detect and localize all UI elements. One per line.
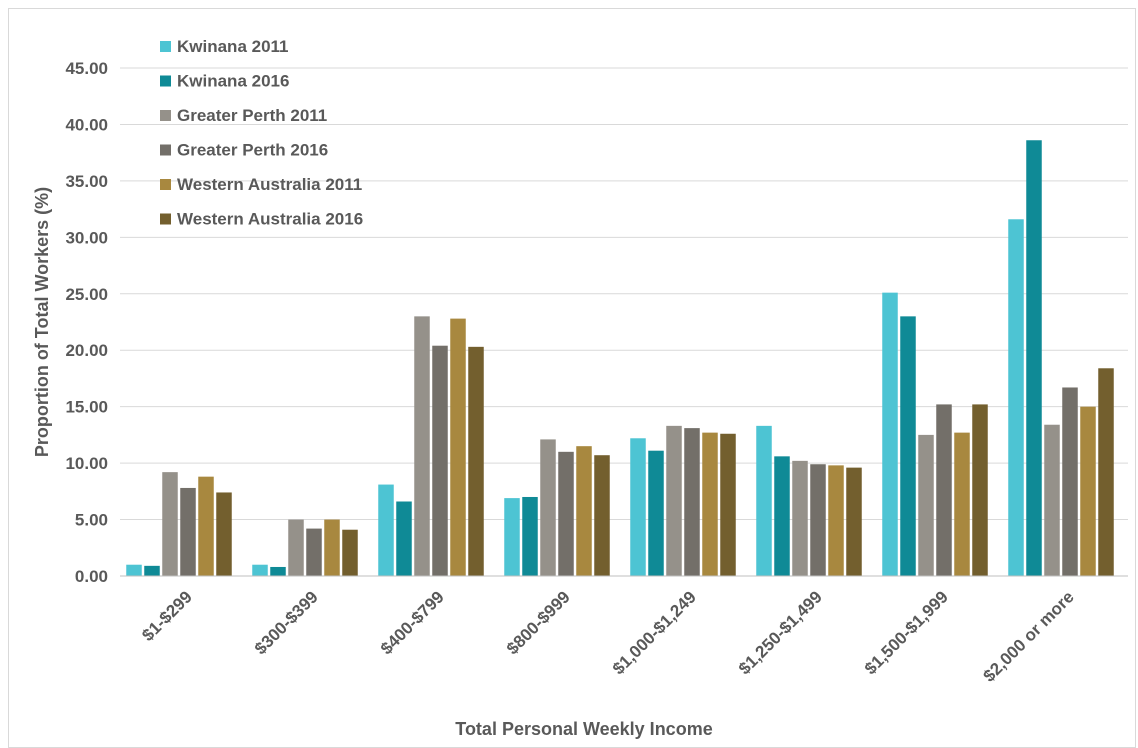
legend-label: Western Australia 2016 bbox=[177, 210, 363, 229]
bar-kwinana-2016-2 bbox=[396, 501, 412, 576]
bar-greater-perth-2016-4 bbox=[684, 428, 700, 576]
bar-greater-perth-2016-0 bbox=[180, 487, 196, 576]
y-tick-label: 10.00 bbox=[65, 454, 108, 473]
x-tick-label: $800-$999 bbox=[503, 587, 574, 658]
bar-greater-perth-2016-2 bbox=[432, 345, 448, 576]
x-axis-title: Total Personal Weekly Income bbox=[455, 719, 712, 739]
bar-kwinana-2016-6 bbox=[900, 316, 916, 576]
x-tick-label: $1,500-$1,999 bbox=[861, 587, 952, 678]
y-tick-label: 30.00 bbox=[65, 228, 108, 247]
bar-greater-perth-2016-3 bbox=[558, 451, 574, 576]
y-tick-label: 20.00 bbox=[65, 341, 108, 360]
bar-kwinana-2011-5 bbox=[756, 425, 772, 576]
bar-greater-perth-2011-3 bbox=[540, 439, 556, 576]
y-tick-label: 15.00 bbox=[65, 398, 108, 417]
bar-western-australia-2011-1 bbox=[324, 519, 340, 576]
legend-label: Greater Perth 2016 bbox=[177, 141, 328, 160]
bar-greater-perth-2011-1 bbox=[288, 519, 304, 576]
bar-greater-perth-2016-5 bbox=[810, 464, 826, 576]
bar-kwinana-2011-6 bbox=[882, 292, 898, 576]
legend: Kwinana 2011 Kwinana 2016 Greater Perth 20… bbox=[160, 37, 363, 229]
bars bbox=[126, 140, 1114, 576]
bar-greater-perth-2011-7 bbox=[1044, 424, 1060, 576]
bar-western-australia-2016-1 bbox=[342, 529, 358, 576]
bar-kwinana-2011-2 bbox=[378, 484, 394, 576]
bar-kwinana-2016-0 bbox=[144, 565, 160, 576]
y-tick-label: 35.00 bbox=[65, 172, 108, 191]
bar-kwinana-2011-4 bbox=[630, 438, 646, 576]
bar-greater-perth-2011-4 bbox=[666, 425, 682, 576]
bar-western-australia-2011-7 bbox=[1080, 406, 1096, 576]
bar-western-australia-2016-2 bbox=[468, 346, 484, 576]
bar-western-australia-2011-3 bbox=[576, 446, 592, 576]
bar-kwinana-2016-1 bbox=[270, 566, 286, 576]
legend-swatch bbox=[160, 41, 171, 52]
bar-western-australia-2016-4 bbox=[720, 433, 736, 576]
bar-greater-perth-2016-1 bbox=[306, 528, 322, 576]
y-axis-title: Proportion of Total Workers (%) bbox=[32, 187, 52, 457]
bar-kwinana-2016-7 bbox=[1026, 140, 1042, 576]
legend-label: Kwinana 2011 bbox=[177, 37, 289, 56]
bar-kwinana-2016-4 bbox=[648, 450, 664, 576]
bar-western-australia-2011-5 bbox=[828, 465, 844, 576]
bar-greater-perth-2016-7 bbox=[1062, 387, 1078, 576]
bar-greater-perth-2011-6 bbox=[918, 434, 934, 576]
bar-western-australia-2011-0 bbox=[198, 476, 214, 576]
bar-greater-perth-2011-5 bbox=[792, 460, 808, 576]
y-tick-label: 5.00 bbox=[75, 511, 108, 530]
bar-greater-perth-2011-2 bbox=[414, 316, 430, 576]
legend-label: Western Australia 2011 bbox=[177, 175, 362, 194]
bar-western-australia-2011-2 bbox=[450, 318, 466, 576]
bar-kwinana-2011-0 bbox=[126, 564, 142, 576]
x-tick-label: $400-$799 bbox=[377, 587, 448, 658]
y-tick-label: 0.00 bbox=[75, 567, 108, 586]
bar-western-australia-2016-7 bbox=[1098, 368, 1114, 576]
legend-label: Kwinana 2016 bbox=[177, 72, 289, 91]
legend-swatch bbox=[160, 75, 171, 87]
bar-kwinana-2016-5 bbox=[774, 456, 790, 576]
x-tick-label: $1-$299 bbox=[138, 587, 196, 645]
x-tick-label: $300-$399 bbox=[251, 587, 322, 658]
legend-swatch bbox=[160, 110, 171, 121]
y-tick-label: 25.00 bbox=[65, 285, 108, 304]
legend-swatch bbox=[160, 213, 171, 225]
legend-swatch bbox=[160, 179, 171, 190]
bar-western-australia-2011-6 bbox=[954, 432, 970, 576]
bar-western-australia-2016-6 bbox=[972, 404, 988, 576]
y-axis-ticks: 0.00 5.00 10.00 15.00 20.00 25.00 30.00 35.00 40… bbox=[65, 59, 108, 586]
x-tick-label: $1,250-$1,499 bbox=[735, 587, 826, 678]
y-tick-label: 45.00 bbox=[65, 59, 108, 78]
bar-western-australia-2016-5 bbox=[846, 467, 862, 576]
bar-greater-perth-2011-0 bbox=[162, 472, 178, 576]
x-axis-ticks: $1-$299 $300-$399 $400-$799 $800-$999 $1,000… bbox=[138, 587, 1078, 685]
bar-kwinana-2011-1 bbox=[252, 564, 268, 576]
legend-swatch bbox=[160, 144, 171, 156]
y-tick-label: 40.00 bbox=[65, 115, 108, 134]
x-tick-label: $2,000 or more bbox=[980, 587, 1078, 685]
bar-kwinana-2011-7 bbox=[1008, 219, 1024, 576]
bar-kwinana-2016-3 bbox=[522, 496, 538, 576]
bar-western-australia-2016-3 bbox=[594, 455, 610, 576]
bar-greater-perth-2016-6 bbox=[936, 404, 952, 576]
bar-western-australia-2016-0 bbox=[216, 492, 232, 576]
bar-kwinana-2011-3 bbox=[504, 498, 520, 576]
legend-label: Greater Perth 2011 bbox=[177, 106, 327, 125]
bar-western-australia-2011-4 bbox=[702, 432, 718, 576]
x-tick-label: $1,000-$1,249 bbox=[609, 587, 700, 678]
